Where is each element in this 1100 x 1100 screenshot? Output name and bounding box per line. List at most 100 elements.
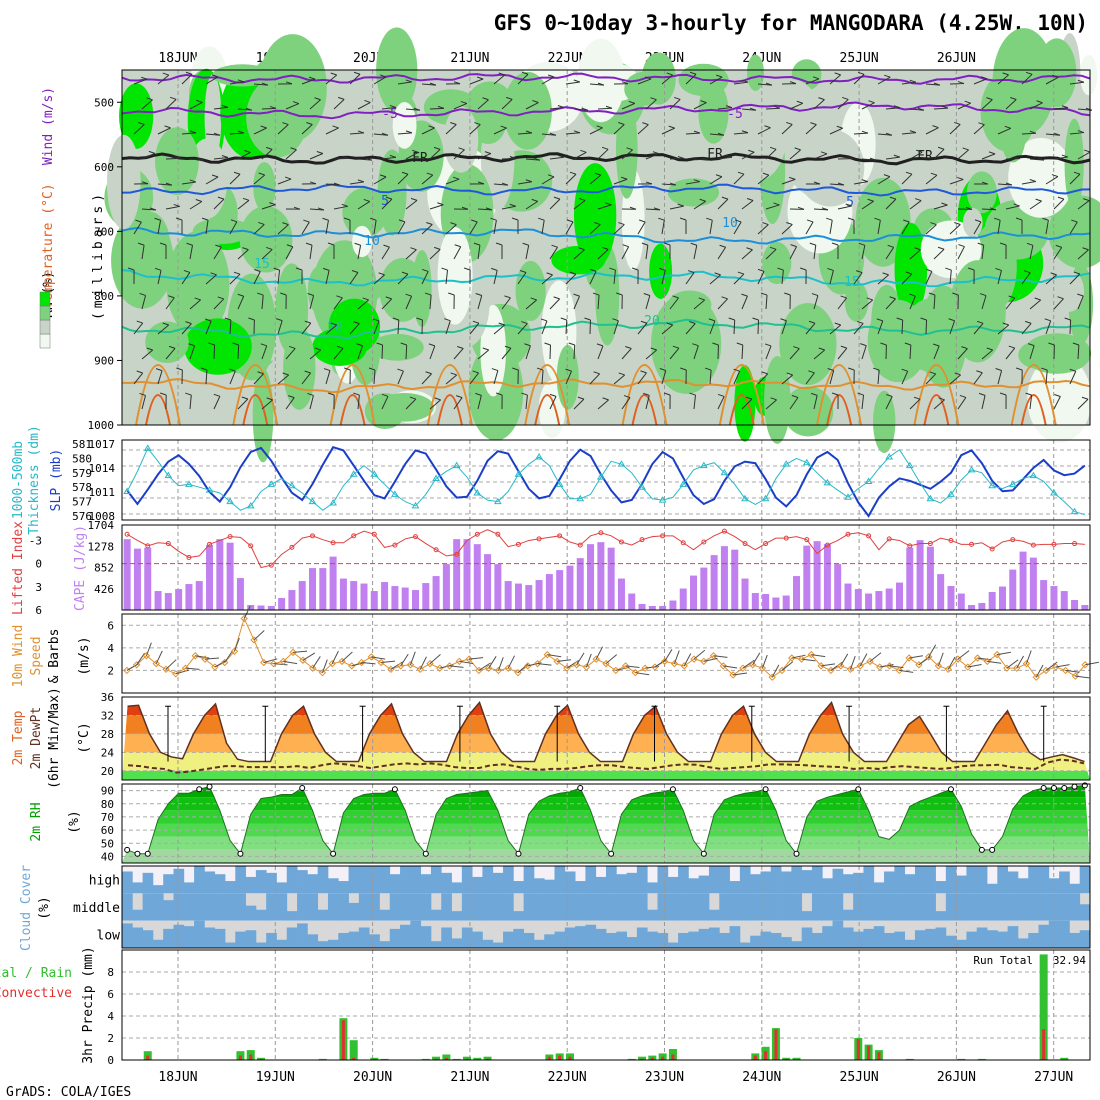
wind-barb xyxy=(1021,181,1036,185)
wind-barb-flag xyxy=(842,96,849,100)
rh-tick-label: 70 xyxy=(101,811,114,824)
wind-barb-flag xyxy=(369,217,377,221)
wind-barb-flag xyxy=(365,157,373,161)
wind-barb-flag xyxy=(351,269,359,273)
lifted-tick-label: 3 xyxy=(35,581,42,594)
wind-barb-flag xyxy=(589,268,597,272)
cape-bar xyxy=(751,593,759,610)
wind-barb xyxy=(261,149,273,160)
cloud-low-bar xyxy=(327,939,339,948)
precip-convective-bar xyxy=(465,1058,469,1060)
cape-bar xyxy=(556,570,564,610)
wind-barb-flag xyxy=(784,292,791,296)
cape-bar xyxy=(628,593,636,610)
wind-barb-flag xyxy=(485,207,493,211)
wind-barb-flag xyxy=(932,343,940,347)
cloud-middle-bar xyxy=(853,893,864,921)
wind-barb xyxy=(901,273,913,285)
wind-barb xyxy=(709,176,723,185)
contour-label: 15 xyxy=(254,257,270,272)
wind-barb xyxy=(589,127,603,135)
wind-barb-flag xyxy=(290,147,297,151)
wind-barb-flag xyxy=(623,395,631,399)
wind-barb-flag xyxy=(1044,318,1051,322)
wind-barb xyxy=(277,374,290,385)
precip-total-bar xyxy=(1039,954,1048,1060)
wind-barb xyxy=(901,319,904,335)
surface-wind-barb xyxy=(957,650,970,660)
wind-barb xyxy=(765,399,777,410)
wind-tick-label: 2 xyxy=(107,664,114,677)
wind-barb xyxy=(349,181,364,185)
wind-barb-flag xyxy=(560,317,567,321)
cape-bar xyxy=(1050,586,1058,610)
wind-barb-flag xyxy=(752,317,759,321)
wind-barb-flag xyxy=(307,293,314,296)
cloud-high-bar xyxy=(348,866,360,894)
wind-barb-flag xyxy=(413,107,421,111)
wind-barb-flag xyxy=(978,122,985,126)
wind-barb xyxy=(189,245,194,260)
wind-barb-flag xyxy=(916,149,923,153)
wind-marker xyxy=(934,662,943,670)
thickness-marker xyxy=(514,470,523,477)
wind-barb xyxy=(493,127,507,135)
cloud-high-bar xyxy=(585,866,597,894)
rh-patch xyxy=(379,257,426,322)
wind-barb-flag xyxy=(957,176,964,180)
cloud-middle-bar xyxy=(832,893,844,921)
rh-patch xyxy=(307,266,331,315)
wind-barb-flag xyxy=(596,343,604,347)
cloud-high-bar xyxy=(472,876,483,894)
wind-barb-flag xyxy=(532,100,539,103)
wind-barb xyxy=(333,157,349,160)
cloud-low-bar xyxy=(791,941,803,948)
wind-barb xyxy=(157,270,162,285)
wind-barb xyxy=(429,107,445,110)
label-2m-dewpt: 2m DewPt xyxy=(29,707,44,770)
cloud-high-bar xyxy=(914,866,926,894)
thickness-marker xyxy=(844,493,852,500)
wind-barb-flag xyxy=(976,370,983,374)
wind-barb xyxy=(717,396,725,410)
wind-barb xyxy=(373,274,385,285)
wind-barb-flag xyxy=(392,317,399,321)
wind-barb-flag xyxy=(988,151,996,155)
surface-wind-barb xyxy=(1045,661,1058,671)
wind-barb-flag xyxy=(221,104,229,108)
wind-barb-flag xyxy=(618,222,625,226)
cloud-middle-bar xyxy=(616,893,627,921)
wind-barb xyxy=(877,274,889,285)
wind-barb xyxy=(477,153,492,160)
precip-total-bar xyxy=(432,1056,441,1060)
wind-marker xyxy=(543,650,552,659)
wind-barb-flag xyxy=(893,105,901,109)
wind-barb xyxy=(717,107,732,110)
lifted-marker xyxy=(289,544,295,550)
wind-barb xyxy=(405,199,418,210)
wind-marker xyxy=(924,653,933,661)
wind-barb-flag xyxy=(305,242,313,246)
wind-marker xyxy=(455,657,464,666)
wind-barb xyxy=(573,200,586,210)
rh-tick-label: 50 xyxy=(101,837,114,850)
wind-barb xyxy=(949,374,961,385)
cloud-low-bar xyxy=(853,931,864,948)
wind-barb-flag xyxy=(693,130,701,134)
surface-wind-barb xyxy=(419,656,427,670)
wind-barb-flag xyxy=(806,219,814,223)
wind-barb-flag xyxy=(746,247,753,251)
cloud-low-bar xyxy=(956,939,967,948)
cloud-high-bar xyxy=(945,866,957,894)
cloud-middle-bar xyxy=(647,909,658,921)
wind-marker xyxy=(1071,672,1080,680)
thickness-tick-label: 578 xyxy=(72,481,92,494)
wind-marker xyxy=(484,664,493,672)
wind-barb-flag xyxy=(242,197,250,201)
wind-barb xyxy=(397,370,404,385)
wind-barb-flag xyxy=(475,293,482,296)
wind-barb xyxy=(253,127,267,135)
wind-barb-flag xyxy=(154,217,161,221)
wind-barb xyxy=(453,149,465,160)
wind-barb xyxy=(157,127,171,135)
